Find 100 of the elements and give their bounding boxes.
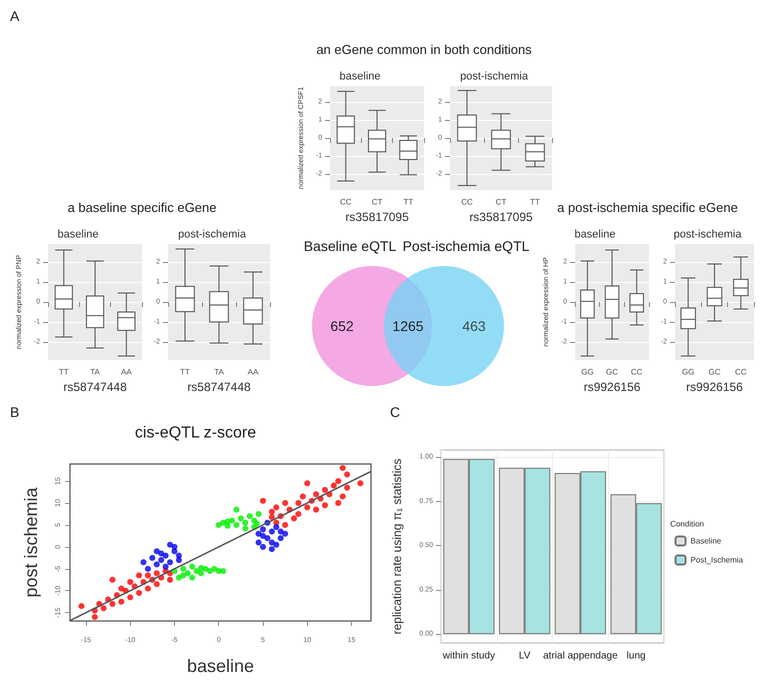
point (322, 486, 328, 493)
x-tick-label: TT (58, 368, 69, 376)
chart-subtitle: baseline (58, 228, 98, 240)
legend-title: Condition (670, 520, 704, 528)
point (282, 522, 288, 528)
point (340, 493, 346, 500)
point (110, 600, 116, 607)
x-tick-label: TT (403, 198, 414, 206)
chart-subtitle: post-ischemia (178, 228, 247, 240)
point (144, 586, 151, 592)
point (256, 510, 262, 517)
data-label: 1265 (392, 318, 424, 334)
point (144, 566, 151, 572)
point (330, 482, 337, 488)
point (260, 498, 266, 504)
x-tick-label: GG (581, 368, 594, 376)
y-axis-title: post ischemia (21, 486, 41, 598)
point (268, 546, 275, 552)
point (162, 552, 169, 559)
x-axis-title: rs58747448 (63, 380, 128, 394)
point (260, 526, 266, 532)
text: C (390, 404, 400, 420)
x-tick-label: LV (518, 650, 531, 662)
x-tick-label: GG (682, 368, 694, 376)
point (335, 478, 342, 484)
point (242, 525, 248, 532)
point (140, 559, 146, 566)
chart-subtitle: baseline (340, 70, 380, 82)
point (78, 603, 85, 610)
chart-title: an eGene common in both conditions (315, 42, 533, 57)
point (127, 594, 134, 600)
point (100, 605, 107, 612)
point (278, 535, 284, 542)
point (238, 515, 244, 522)
x-tick-label: TA (214, 368, 224, 376)
data-label: 652 (330, 318, 354, 334)
x-axis-title: baseline (186, 656, 254, 676)
point (254, 520, 260, 527)
point (335, 500, 342, 506)
x-tick-label: CC (735, 368, 747, 376)
chart-title: a post-ischemia specific eGene (557, 200, 738, 215)
point (256, 540, 262, 546)
x-axis-title: rs35817095 (469, 210, 534, 224)
text: Post-ischemia eQTL (402, 238, 530, 254)
point (162, 564, 169, 570)
point (273, 524, 280, 530)
point (300, 493, 306, 500)
point (290, 515, 297, 522)
x-tick-label: GC (708, 368, 721, 376)
text: Baseline eQTL (304, 238, 397, 254)
point (158, 557, 164, 564)
point (233, 522, 240, 528)
chart-title: cis-eQTL z-score (134, 424, 256, 442)
x-tick-label: CT (372, 198, 383, 206)
point (171, 544, 178, 550)
chart-title: a baseline specific eGene (66, 200, 218, 215)
x-tick-label: TT (180, 368, 190, 376)
point (264, 535, 270, 542)
point (340, 464, 346, 471)
point (268, 508, 275, 515)
point (260, 532, 266, 539)
point (295, 500, 302, 506)
x-tick-label: TT (530, 198, 540, 206)
point (273, 542, 280, 548)
point (260, 544, 266, 550)
point (180, 566, 186, 572)
point (278, 528, 284, 535)
legend-label: Post_Ischemia (690, 556, 744, 564)
point (176, 574, 182, 581)
data-label: 463 (462, 318, 486, 334)
x-tick-label: GC (606, 368, 618, 376)
legend-label: Baseline (690, 536, 722, 546)
point (118, 598, 124, 605)
y-axis-title: replication rate using π₁ statistics (390, 458, 404, 634)
point (144, 572, 151, 578)
point (344, 472, 350, 478)
point (224, 518, 231, 524)
point (242, 520, 248, 526)
x-tick-label: AA (121, 368, 132, 376)
chart-subtitle: post-ischemia (674, 228, 742, 240)
point (136, 572, 142, 578)
point (167, 559, 174, 566)
point (282, 500, 288, 506)
point (167, 576, 174, 583)
x-axis-title: rs9926156 (686, 380, 744, 394)
point (154, 581, 160, 588)
point (246, 513, 253, 520)
point (211, 566, 218, 572)
x-tick-label: lung (626, 650, 646, 662)
x-axis-title: rs58747448 (187, 380, 252, 394)
point (149, 554, 156, 561)
point (110, 576, 116, 583)
point (273, 504, 280, 510)
point (344, 484, 350, 491)
point (176, 557, 182, 564)
point (268, 540, 275, 546)
x-tick-label: CC (461, 198, 473, 206)
point (268, 528, 275, 535)
point (158, 550, 164, 556)
text: A (10, 8, 20, 24)
